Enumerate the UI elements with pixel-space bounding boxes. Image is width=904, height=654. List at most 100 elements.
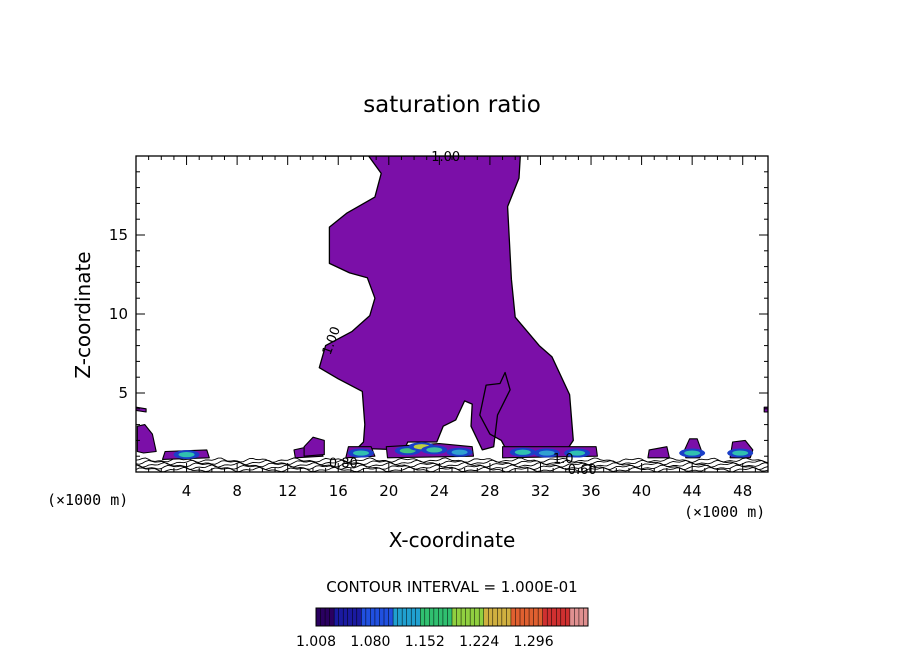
hotspot-inner [451, 449, 468, 455]
colorbar-stripe [510, 608, 516, 626]
colorbar-stripe [542, 608, 548, 626]
colorbar-stripe [524, 608, 530, 626]
colorbar-stripe [320, 608, 326, 626]
x-tick-label: 36 [581, 482, 600, 500]
y-unit-label: (×1000 m) [47, 491, 128, 509]
colorbar-stripe [329, 608, 335, 626]
colorbar-stripe [356, 608, 362, 626]
colorbar-stripe [533, 608, 539, 626]
colorbar-stripe [397, 608, 403, 626]
colorbar-tick-label: 1.008 [296, 634, 336, 650]
saturated-patch [136, 424, 157, 454]
surface-contour-line [136, 462, 768, 468]
saturated-plume-region [318, 156, 574, 453]
plot-area: 1.001.000.80 0.601.04 8 12 16 20 24 28 32 36 40 44 4… [109, 150, 769, 500]
contour-label: 1.0 [553, 452, 574, 467]
colorbar-stripe [506, 608, 512, 626]
colorbar-tick-label: 1.152 [405, 634, 445, 650]
surface-contour-line [136, 457, 768, 463]
colorbar-stripe [479, 608, 485, 626]
x-tick-label: 48 [733, 482, 752, 500]
colorbar-stripe [569, 608, 575, 626]
colorbar-stripe [334, 608, 340, 626]
x-tick-label: 40 [632, 482, 651, 500]
x-unit-label: (×1000 m) [684, 503, 765, 521]
y-tick-label: 10 [109, 305, 128, 323]
y-tick-label: 5 [118, 384, 128, 402]
saturated-patch [647, 446, 670, 459]
colorbar-stripe [556, 608, 562, 626]
x-tick-label: 16 [329, 482, 348, 500]
contour-label: 0.80 [329, 457, 358, 472]
x-tick-label: 24 [430, 482, 449, 500]
plot-content [136, 156, 768, 472]
colorbar-stripe [501, 608, 507, 626]
colorbar-stripe [483, 608, 489, 626]
colorbar-stripe [347, 608, 353, 626]
colorbar-stripe [456, 608, 462, 626]
saturated-patch [136, 406, 147, 413]
colorbar-stripe [393, 608, 399, 626]
colorbar-tick-label: 1.080 [350, 634, 390, 650]
x-tick-label: 20 [379, 482, 398, 500]
hotspot-inner [514, 449, 531, 455]
colorbar-stripe [560, 608, 566, 626]
colorbar-stripe [442, 608, 448, 626]
colorbar-frame [315, 607, 589, 627]
colorbar-stripe [520, 608, 526, 626]
colorbar-stripe [547, 608, 553, 626]
y-axis-label: Z-coordinate [71, 251, 95, 378]
x-tick-label: 4 [182, 482, 192, 500]
colorbar-stripe [365, 608, 371, 626]
contour-label: 1.00 [431, 150, 460, 165]
x-tick-label: 8 [232, 482, 242, 500]
x-tick-label: 28 [480, 482, 499, 500]
colorbar-tick-label: 1.296 [514, 634, 554, 650]
colorbar-stripe [374, 608, 380, 626]
hotspot-inner [732, 450, 749, 456]
colorbar-stripe [406, 608, 412, 626]
colorbar-stripe [515, 608, 521, 626]
surface-contour-line [136, 459, 768, 466]
colorbar-stripe [338, 608, 344, 626]
colorbar-stripe [379, 608, 385, 626]
colorbar-stripe [402, 608, 408, 626]
colorbar-stripe [429, 608, 435, 626]
colorbar-stripe [370, 608, 376, 626]
chart-title: saturation ratio [363, 92, 541, 118]
saturated-patch [303, 436, 325, 457]
colorbar-stripe [420, 608, 426, 626]
colorbar-stripe [424, 608, 430, 626]
colorbar-stripe [529, 608, 535, 626]
colorbar-stripe [411, 608, 417, 626]
hotspot-inner [352, 450, 369, 456]
colorbar-stripe [470, 608, 476, 626]
colorbar-stripe [384, 608, 390, 626]
colorbar-stripe [433, 608, 439, 626]
colorbar-stripe [574, 608, 580, 626]
colorbar-stripe [583, 608, 589, 626]
hotspot-inner [426, 447, 443, 453]
colorbar-stripe [343, 608, 349, 626]
colorbar: 1.008 1.080 1.152 1.224 1.296 [296, 607, 589, 650]
colorbar-stripe [488, 608, 494, 626]
colorbar-stripe [474, 608, 480, 626]
colorbar-stripe [538, 608, 544, 626]
x-tick-label: 32 [531, 482, 550, 500]
colorbar-stripe [438, 608, 444, 626]
colorbar-stripe [578, 608, 584, 626]
colorbar-stripe [465, 608, 471, 626]
hotspot-inner [569, 450, 586, 456]
hotspot-inner [538, 450, 555, 456]
colorbar-stripe [452, 608, 458, 626]
contour-interval-text: CONTOUR INTERVAL = 1.000E-01 [326, 578, 577, 596]
colorbar-stripe [551, 608, 557, 626]
colorbar-stripe [388, 608, 394, 626]
contour-label: 0.60 [568, 463, 597, 478]
surface-contour-line [136, 464, 768, 471]
x-axis-label: X-coordinate [389, 528, 516, 552]
y-tick-label: 15 [109, 226, 128, 244]
colorbar-stripe [325, 608, 331, 626]
hotspot-inner [178, 452, 195, 458]
